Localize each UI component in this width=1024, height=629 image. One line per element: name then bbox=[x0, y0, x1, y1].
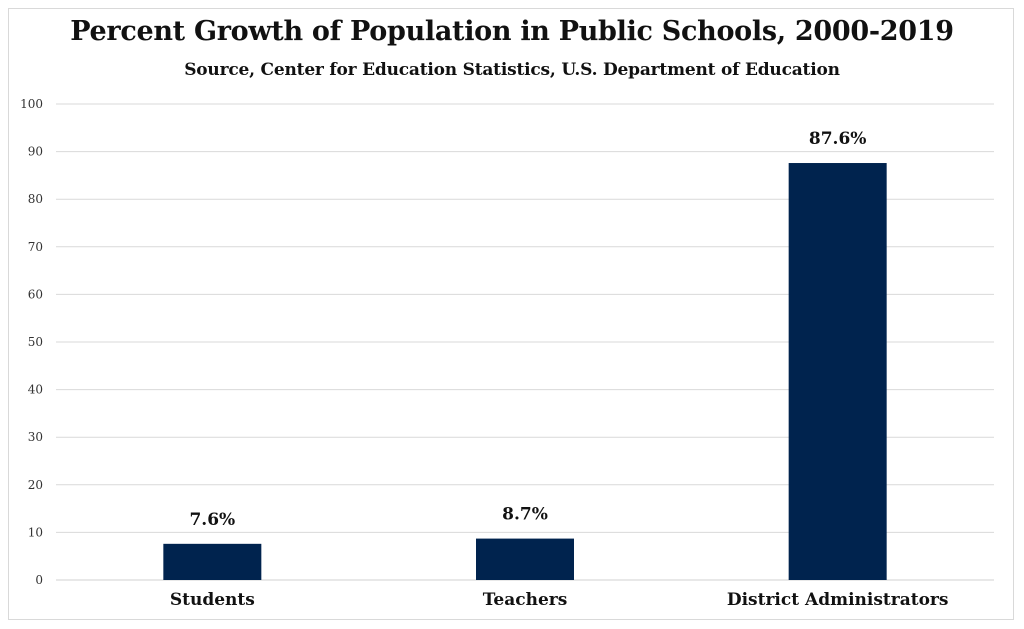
chart-subtitle: Source, Center for Education Statistics,… bbox=[184, 60, 840, 80]
y-tick-label: 100 bbox=[20, 97, 43, 111]
y-tick-label: 30 bbox=[28, 430, 43, 444]
y-tick-label: 70 bbox=[28, 240, 43, 254]
data-label: 8.7% bbox=[502, 505, 548, 525]
category-labels: Students Teachers District Administrators bbox=[170, 590, 949, 610]
y-tick-label: 0 bbox=[35, 573, 43, 587]
category-label: Students bbox=[170, 590, 255, 610]
y-tick-label: 50 bbox=[28, 335, 43, 349]
bar-students bbox=[163, 543, 262, 580]
y-tick-label: 60 bbox=[28, 287, 43, 301]
y-tick-label: 80 bbox=[28, 192, 43, 206]
data-labels: 7.6% 8.7% 87.6% bbox=[189, 129, 866, 530]
data-label: 87.6% bbox=[809, 129, 867, 149]
category-label: District Administrators bbox=[727, 590, 949, 610]
y-tick-label: 20 bbox=[28, 478, 43, 492]
chart-title: Percent Growth of Population in Public S… bbox=[70, 16, 954, 47]
bar-teachers bbox=[476, 538, 574, 580]
y-tick-label: 10 bbox=[28, 525, 43, 539]
category-label: Teachers bbox=[483, 590, 568, 610]
y-axis-ticks: 0 10 20 30 40 50 60 70 80 90 100 bbox=[20, 97, 43, 587]
bar-district-administrators bbox=[788, 163, 887, 581]
y-tick-label: 90 bbox=[28, 145, 43, 159]
y-tick-label: 40 bbox=[28, 383, 43, 397]
bars bbox=[163, 163, 887, 581]
data-label: 7.6% bbox=[189, 510, 235, 530]
